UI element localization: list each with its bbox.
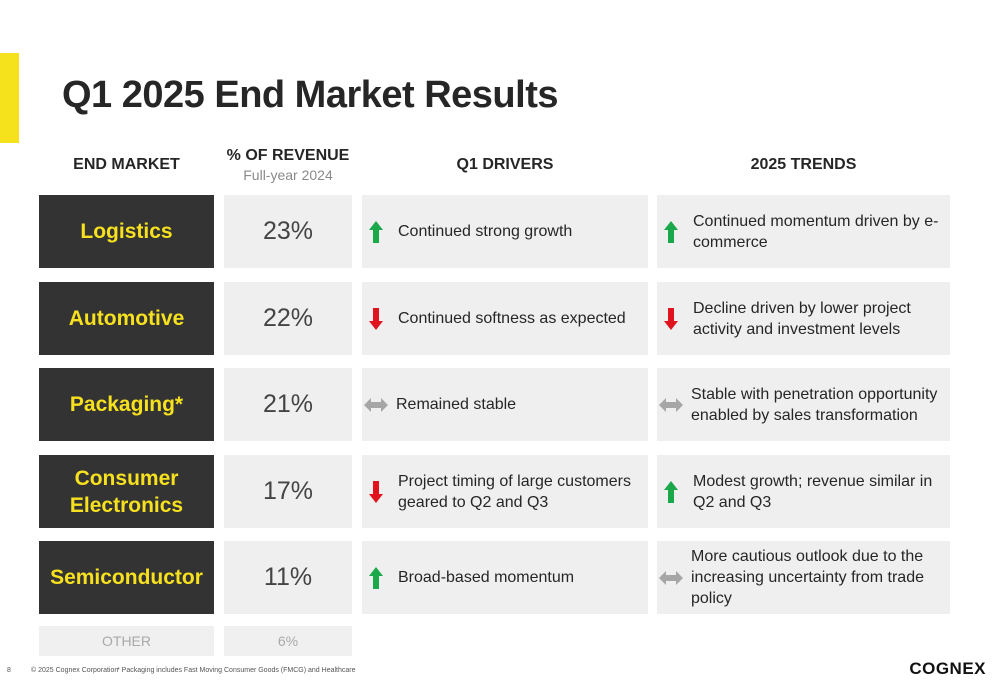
accent-bar [0, 53, 19, 143]
arrow-left-right-icon [659, 394, 683, 416]
q1-driver-cell: Remained stable [362, 368, 648, 441]
trend-cell: Stable with penetration opportunity enab… [657, 368, 950, 441]
market-pct-revenue: 21% [224, 368, 352, 441]
arrow-left-right-icon [364, 394, 388, 416]
copyright: © 2025 Cognex Corporation [31, 667, 119, 674]
market-name: Logistics [39, 195, 214, 268]
header-end-market: END MARKET [39, 156, 214, 174]
arrow-down-icon [368, 480, 384, 503]
arrow-up-icon [368, 220, 384, 243]
other-pct: 6% [224, 626, 352, 656]
header-pct-revenue-label: % OF REVENUE [226, 147, 350, 164]
arrow-down-icon [368, 307, 384, 330]
arrow-left-right-icon [659, 567, 683, 589]
q1-driver-text: Broad-based momentum [398, 569, 575, 586]
header-pct-revenue: % OF REVENUE Full-year 2024 [218, 147, 358, 183]
header-trends: 2025 TRENDS [657, 156, 950, 174]
market-pct-revenue: 22% [224, 282, 352, 355]
arrow-up-icon [663, 480, 679, 503]
trend-text: Modest growth; revenue similar in Q2 and… [693, 472, 933, 511]
q1-driver-text: Project timing of large customers geared… [398, 472, 631, 511]
q1-driver-cell: Project timing of large customers geared… [362, 455, 648, 528]
market-name: Consumer Electronics [39, 455, 214, 528]
trend-cell: Continued momentum driven by e-commerce [657, 195, 950, 268]
page-title: Q1 2025 End Market Results [62, 74, 559, 116]
header-q1-drivers-label: Q1 DRIVERS [456, 156, 554, 173]
q1-driver-text: Remained stable [396, 396, 517, 413]
trend-cell: Decline driven by lower project activity… [657, 282, 950, 355]
trend-cell: Modest growth; revenue similar in Q2 and… [657, 455, 950, 528]
footnote: * Packaging includes Fast Moving Consume… [117, 667, 356, 674]
q1-driver-cell: Broad-based momentum [362, 541, 648, 614]
trend-cell: More cautious outlook due to the increas… [657, 541, 950, 614]
trend-text: Continued momentum driven by e-commerce [693, 212, 939, 251]
market-name: Automotive [39, 282, 214, 355]
header-end-market-label: END MARKET [73, 156, 180, 173]
arrow-up-icon [663, 220, 679, 243]
trend-text: More cautious outlook due to the increas… [691, 548, 924, 607]
arrow-down-icon [663, 307, 679, 330]
market-name: Packaging* [39, 368, 214, 441]
arrow-up-icon [368, 566, 384, 589]
page-number: 8 [7, 667, 11, 674]
q1-driver-text: Continued strong growth [398, 223, 573, 240]
header-trends-label: 2025 TRENDS [750, 156, 857, 173]
trend-text: Decline driven by lower project activity… [693, 299, 911, 338]
other-market: OTHER [39, 626, 214, 656]
market-pct-revenue: 17% [224, 455, 352, 528]
header-q1-drivers: Q1 DRIVERS [362, 156, 648, 174]
header-pct-revenue-sub: Full-year 2024 [243, 167, 333, 183]
market-name: Semiconductor [39, 541, 214, 614]
q1-driver-cell: Continued strong growth [362, 195, 648, 268]
market-pct-revenue: 11% [224, 541, 352, 614]
q1-driver-cell: Continued softness as expected [362, 282, 648, 355]
market-pct-revenue: 23% [224, 195, 352, 268]
q1-driver-text: Continued softness as expected [398, 310, 626, 327]
cognex-logo: COGNEX [909, 659, 986, 678]
trend-text: Stable with penetration opportunity enab… [691, 385, 938, 424]
